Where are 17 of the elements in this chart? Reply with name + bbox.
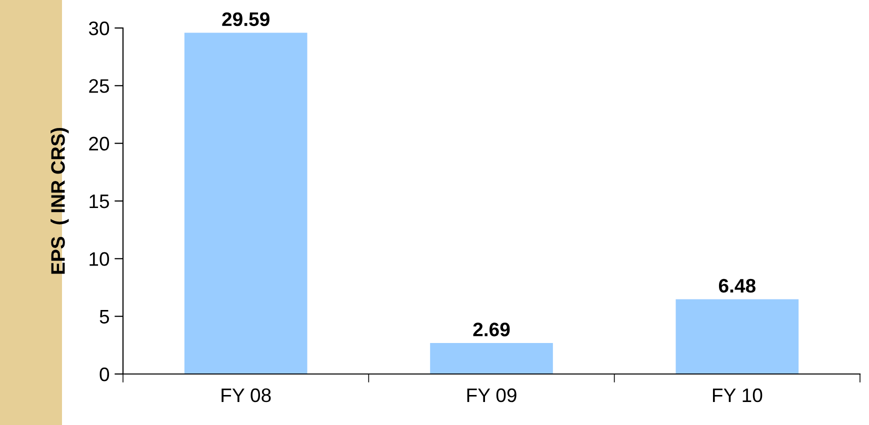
y-tick-label: 15 bbox=[90, 194, 109, 208]
data-label: 2.69 bbox=[473, 322, 510, 336]
y-tick-label: 10 bbox=[90, 252, 110, 266]
y-tick-label: 25 bbox=[89, 79, 109, 93]
data-label: 29.59 bbox=[222, 12, 270, 26]
y-tick-label: 0 bbox=[100, 367, 110, 382]
y-tick-label: 5 bbox=[100, 310, 109, 324]
y-axis-title: EPS ( INR CRS) bbox=[50, 128, 69, 274]
x-tick-label: FY 10 bbox=[712, 388, 762, 402]
x-tick-label: FY 08 bbox=[222, 388, 271, 402]
bar bbox=[430, 342, 553, 374]
x-tick-label: FY 09 bbox=[467, 388, 516, 402]
y-tick-label: 30 bbox=[88, 21, 110, 36]
bar bbox=[184, 32, 308, 374]
data-label: 6.48 bbox=[718, 278, 756, 293]
bar bbox=[676, 299, 799, 374]
y-tick-label: 20 bbox=[89, 136, 110, 151]
